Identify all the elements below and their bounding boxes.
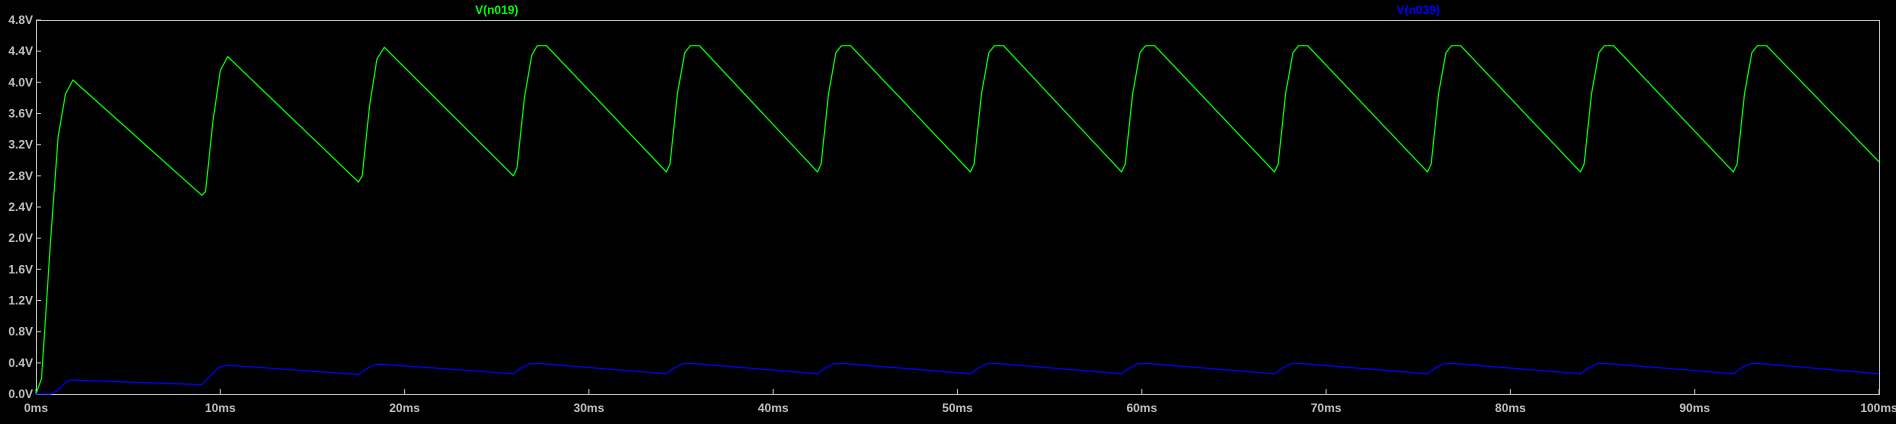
legend-label-1[interactable]: V(n039) [1397,3,1440,17]
x-axis: 0ms 10ms 20ms 30ms 40ms 50ms 60ms 70ms 80ms 90ms 1… [24,389,1896,415]
y-tick-label: 2.8V [8,169,33,183]
x-tick-label: 80ms [1495,401,1526,415]
y-tick-label: 0.8V [8,325,33,339]
y-tick-label: 0.0V [8,387,33,401]
x-tick-label: 20ms [389,401,420,415]
series-lines [35,45,1880,395]
y-tick-label: 1.6V [8,262,33,276]
legend-label-0[interactable]: V(n019) [475,3,518,17]
legend: V(n019) V(n039) [475,3,1440,17]
y-tick-label: 3.6V [8,107,33,121]
plot-area[interactable] [36,20,1880,395]
y-tick-label: 0.4V [8,356,33,370]
y-tick-label: 3.2V [8,138,33,152]
y-tick-label: 4.0V [8,75,33,89]
x-tick-label: 50ms [942,401,973,415]
series-line-1[interactable] [36,363,1880,395]
y-tick-label: 1.2V [8,294,33,308]
x-tick-label: 70ms [1311,401,1342,415]
y-tick-label: 2.4V [8,200,33,214]
series-line-0[interactable] [35,45,1880,395]
x-tick-label: 0ms [24,401,48,415]
x-tick-label: 100ms [1860,401,1896,415]
x-tick-label: 30ms [574,401,605,415]
x-tick-label: 90ms [1679,401,1710,415]
x-tick-label: 40ms [758,401,789,415]
x-tick-label: 10ms [205,401,236,415]
y-axis: 0.0V 0.4V 0.8V 1.2V 1.6V 2.0V 2.4V 2.8V 3.2V 3.6V… [8,13,41,401]
y-tick-label: 4.4V [8,44,33,58]
x-tick-label: 60ms [1126,401,1157,415]
y-tick-label: 2.0V [8,231,33,245]
y-tick-label: 4.8V [8,13,33,27]
